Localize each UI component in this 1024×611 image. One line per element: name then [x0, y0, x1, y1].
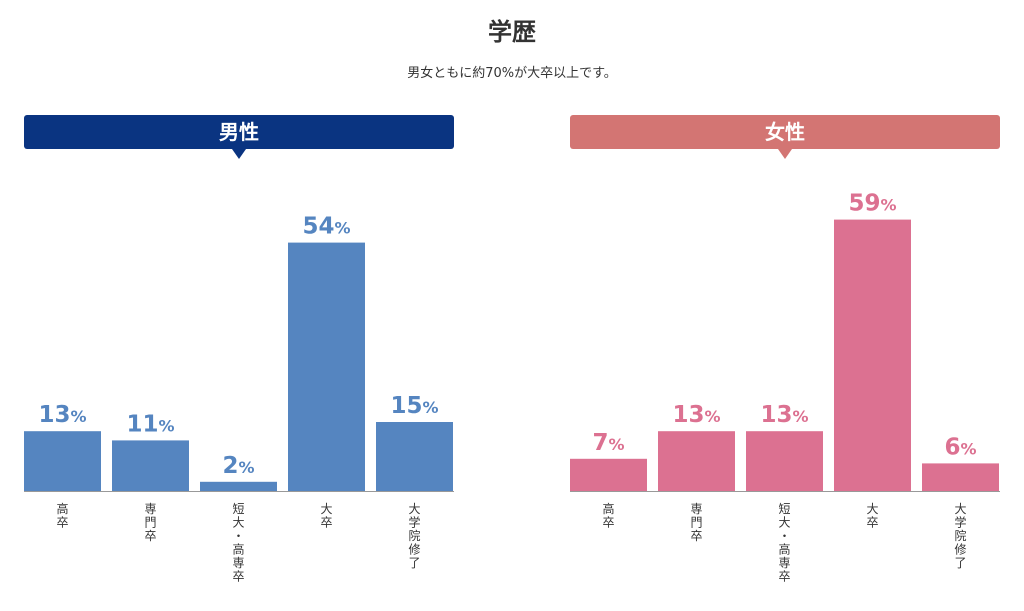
female-value-label-2: 13%	[760, 402, 808, 428]
male-category-label-4: 大学院修了	[408, 502, 420, 570]
male-value-label-4: 15%	[390, 393, 438, 419]
male-value-label-3: 54%	[302, 214, 350, 240]
female-value-label-1: 13%	[672, 402, 720, 428]
male-value-label-0: 13%	[38, 402, 86, 428]
female-bar-1	[658, 431, 735, 491]
page-subtitle: 男女ともに約70%が大卒以上です。	[407, 66, 617, 81]
male-category-label-2: 短大・高専卒	[232, 502, 244, 584]
female-category-label-0: 高卒	[602, 501, 614, 530]
male-category-label-0: 高卒	[56, 501, 68, 530]
female-chart-header: 女性	[570, 115, 1000, 159]
male-bar-1	[112, 440, 189, 491]
male-chart-header: 男性	[24, 115, 454, 159]
male-bar-2	[200, 481, 277, 491]
male-value-label-1: 11%	[126, 411, 174, 437]
male-header-pointer	[232, 149, 246, 159]
female-category-label-3: 大卒	[866, 502, 878, 530]
male-bar-0	[24, 431, 101, 491]
female-category-label-1: 専門卒	[690, 502, 702, 543]
female-value-label-3: 59%	[848, 191, 896, 217]
female-category-label-2: 短大・高専卒	[778, 502, 790, 584]
female-bar-0	[570, 458, 647, 491]
male-category-label-1: 専門卒	[144, 502, 156, 543]
page-title: 学歴	[488, 18, 536, 46]
male-value-label-2: 2%	[222, 453, 254, 479]
male-category-label-3: 大卒	[320, 502, 332, 530]
male-bar-3	[288, 242, 365, 491]
female-header-pointer	[778, 149, 792, 159]
female-bar-4	[922, 463, 999, 491]
female-value-label-0: 7%	[592, 430, 624, 456]
female-bar-2	[746, 431, 823, 491]
female-bar-3	[834, 219, 911, 491]
female-value-label-4: 6%	[944, 434, 976, 460]
female-chart-title: 女性	[765, 120, 805, 144]
female-category-label-4: 大学院修了	[954, 502, 966, 570]
male-chart-title: 男性	[219, 120, 259, 144]
male-bar-4	[376, 422, 453, 491]
